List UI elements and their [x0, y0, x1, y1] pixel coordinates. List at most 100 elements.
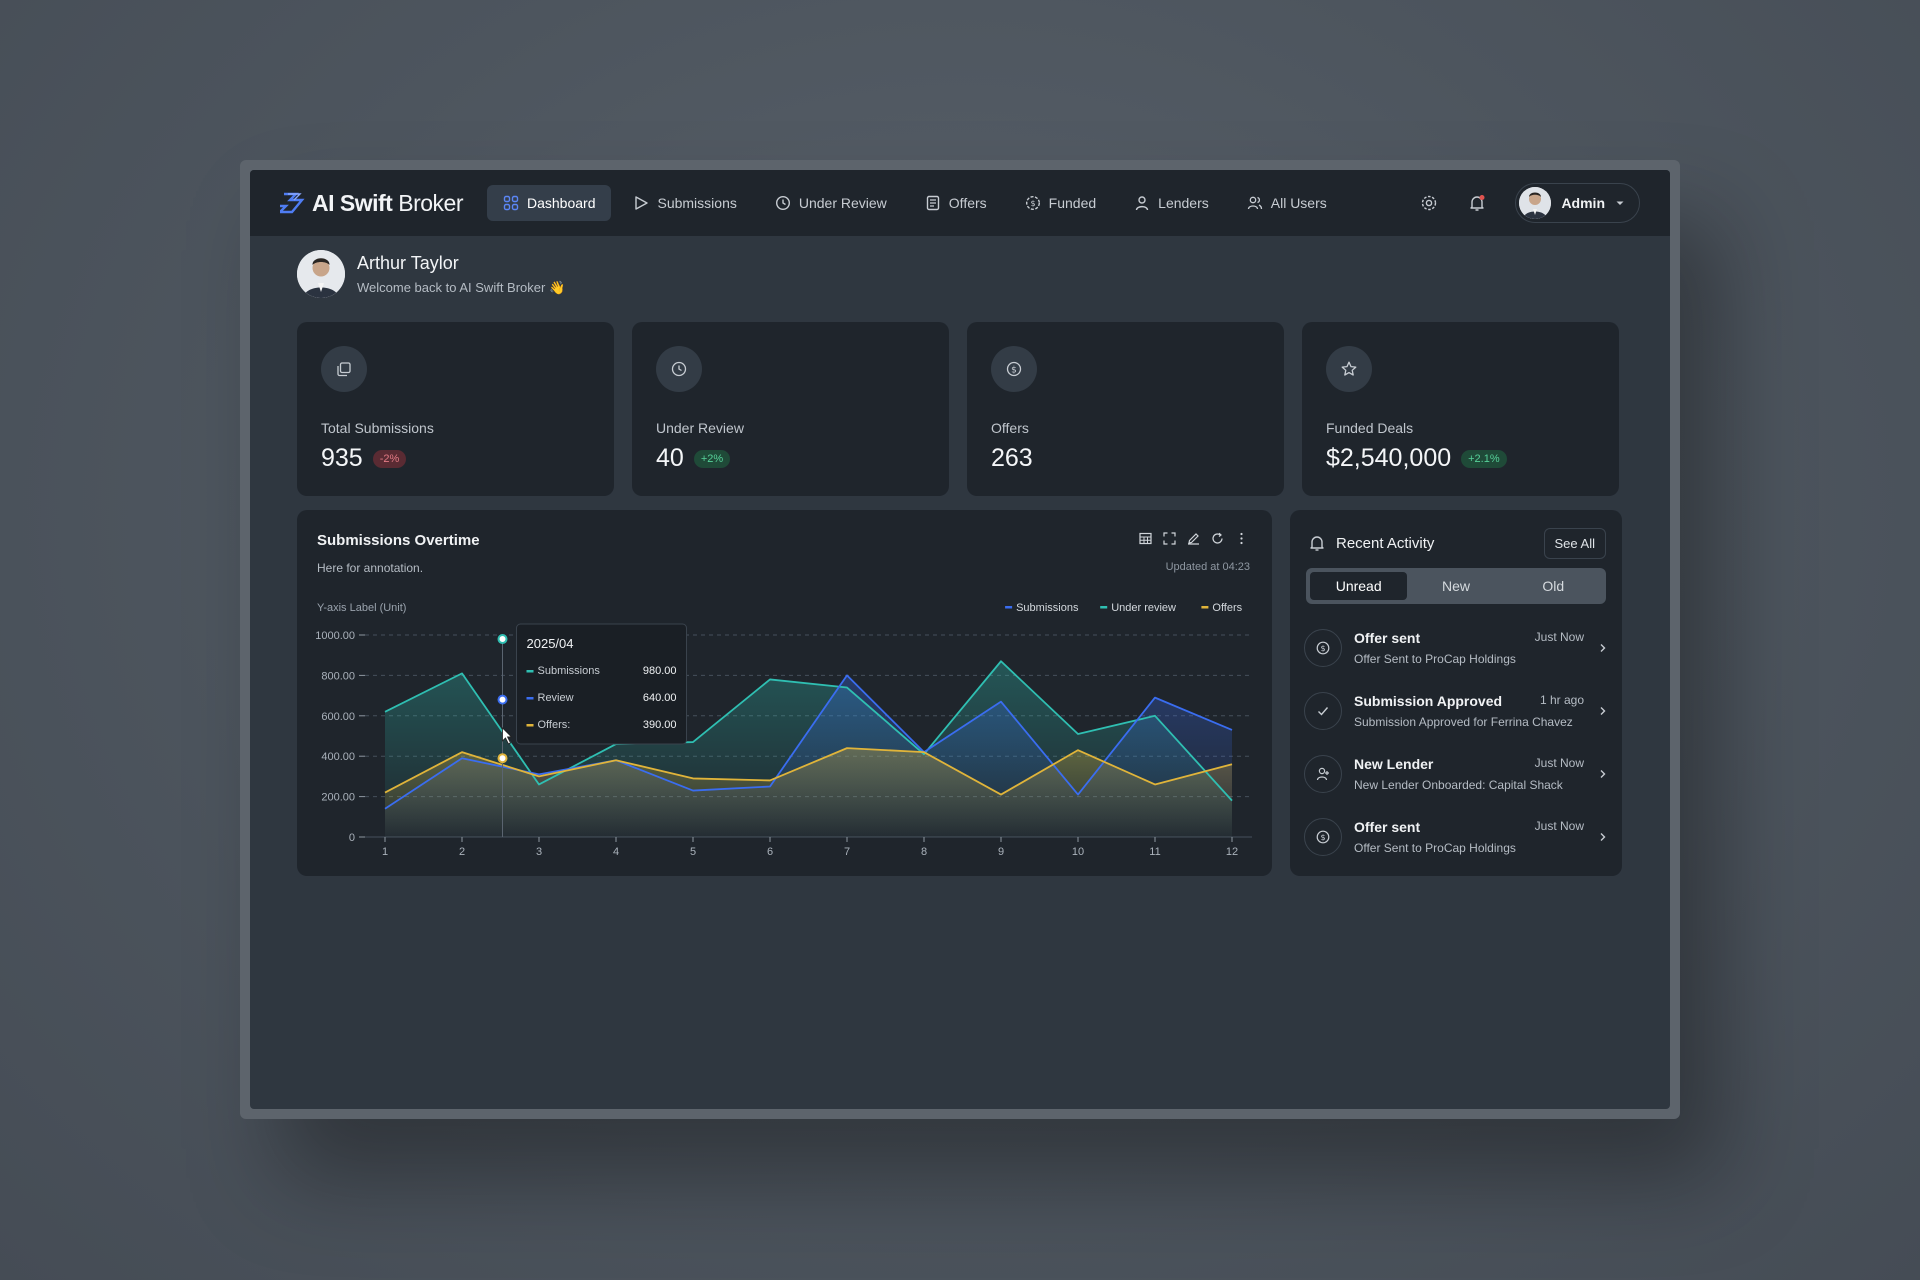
tooltip-row-label: Review [538, 692, 574, 704]
brand-name: AI Swift Broker [312, 190, 463, 217]
y-tick-label: 400.00 [321, 751, 355, 763]
more-options-button[interactable] [1234, 531, 1248, 545]
brand-name-thin-text: Broker [398, 189, 463, 216]
main-nav: Dashboard Submissions Under Review Offer… [486, 185, 1343, 221]
chart-subtitle: Here for annotation. [317, 561, 424, 575]
stat-label: Total Submissions [321, 420, 434, 436]
copy-icon [337, 362, 351, 377]
stat-card-total-submissions[interactable]: Total Submissions 935 -2% [297, 322, 614, 496]
tooltip-marker [497, 634, 508, 645]
stat-card-offers[interactable]: $ Offers 263 [967, 322, 1284, 496]
user-menu[interactable]: Admin [1515, 183, 1640, 223]
tooltip-title: 2025/04 [527, 636, 574, 651]
x-tick-label: 4 [613, 846, 619, 858]
series-line-under-review [384, 660, 1233, 802]
tooltip-row-value: 640.00 [643, 692, 677, 704]
trend-badge: +2% [693, 449, 731, 468]
x-tick-label: 12 [1226, 846, 1238, 858]
nav-item-offers[interactable]: Offers [909, 185, 1003, 221]
tab-old[interactable]: Old [1542, 578, 1565, 594]
tooltip-swatch [526, 670, 534, 673]
activity-header: Recent Activity See All [1308, 526, 1606, 560]
activity-icon-wrap: $ [1304, 817, 1342, 856]
trend-badge: -2% [372, 449, 407, 468]
brand-logo[interactable]: AI Swift Broker [280, 190, 463, 217]
users-icon [1247, 196, 1262, 210]
chart-toolbar [1138, 531, 1248, 545]
svg-text:$: $ [1320, 833, 1325, 842]
y-tick-label: 600.00 [321, 711, 355, 723]
bell-alert-icon [1470, 195, 1485, 211]
activity-body: Submission Approved 1 hr ago Submission … [1354, 693, 1588, 729]
tab-unread[interactable]: Unread [1310, 572, 1408, 600]
stat-card-under-review[interactable]: Under Review 40 +2% [632, 322, 949, 496]
trend-badge: +2.1% [1461, 449, 1507, 468]
y-tick-label: 200.00 [321, 792, 355, 804]
table-view-button[interactable] [1138, 531, 1152, 545]
chevron-right-icon [1596, 832, 1610, 842]
mouse-cursor-icon [502, 726, 513, 745]
pencil-icon [1187, 532, 1199, 545]
user-icon [1135, 196, 1149, 211]
nav-item-all-users[interactable]: All Users [1231, 185, 1343, 221]
activity-title-text: New Lender [1354, 755, 1434, 772]
list-item[interactable]: $ Offer sent Just Now Offer Sent to ProC… [1304, 805, 1610, 868]
clock-icon [671, 361, 687, 377]
annotate-button[interactable] [1186, 531, 1200, 545]
activity-icon-wrap [1304, 691, 1342, 730]
submissions-area-chart[interactable]: Y-axis Label (Unit) 1000.00 800.00 600.00 40… [297, 590, 1272, 870]
activity-body: Offer sent Just Now Offer Sent to ProCap… [1354, 819, 1588, 855]
y-axis-label: Y-axis Label (Unit) [317, 602, 406, 614]
legend-swatch [1005, 606, 1013, 609]
legend-label: Offers [1212, 602, 1242, 614]
activity-icon-wrap: $ [1304, 628, 1342, 667]
activity-row: Submission Approved 1 hr ago [1354, 693, 1588, 709]
stat-value: 40 [656, 444, 684, 472]
stat-value-row: 935 -2% [321, 444, 407, 473]
tab-new[interactable]: New [1441, 578, 1470, 594]
settings-button[interactable] [1419, 193, 1439, 213]
x-tick-label: 5 [690, 846, 696, 858]
stat-label: Offers [991, 420, 1029, 436]
list-item[interactable]: Submission Approved 1 hr ago Submission … [1304, 679, 1610, 742]
stat-value-row: $2,540,000 +2.1% [1326, 444, 1507, 473]
table-icon [1138, 532, 1152, 544]
fullscreen-button[interactable] [1162, 531, 1176, 545]
recent-activity-panel: Recent Activity See All Unread New Old $… [1290, 510, 1622, 876]
nav-item-submissions[interactable]: Submissions [617, 185, 752, 221]
stat-value: $2,540,000 [1326, 444, 1452, 472]
y-tick-label: 800.00 [321, 670, 355, 682]
nav-label: Dashboard [526, 195, 596, 211]
refresh-button[interactable] [1210, 531, 1224, 545]
tooltip-row-value: 980.00 [643, 665, 677, 677]
stat-icon-wrap [1326, 346, 1372, 392]
activity-row: New Lender Just Now [1354, 756, 1588, 772]
stat-value-row: 40 +2% [656, 444, 731, 473]
stat-icon-wrap [656, 346, 702, 392]
check-icon [1318, 706, 1329, 716]
nav-item-under-review[interactable]: Under Review [759, 185, 903, 221]
nav-item-funded[interactable]: $ Funded [1009, 185, 1112, 221]
bell-icon [1310, 536, 1324, 551]
activity-title-text: Submission Approved [1354, 692, 1503, 709]
document-icon [926, 195, 939, 211]
notifications-button[interactable] [1467, 193, 1487, 213]
nav-item-lenders[interactable]: Lenders [1118, 185, 1225, 221]
x-tick-label: 2 [459, 846, 465, 858]
nav-label: Submissions [657, 195, 737, 211]
welcome-message: Welcome back to AI Swift Broker 👋 [357, 279, 566, 295]
activity-time: Just Now [1534, 818, 1584, 833]
nav-item-dashboard[interactable]: Dashboard [486, 185, 612, 221]
list-item[interactable]: $ Offer sent Just Now Offer Sent to ProC… [1304, 616, 1610, 679]
series-area-offers [385, 748, 1232, 837]
legend-swatch [1201, 606, 1209, 609]
list-item[interactable]: New Lender Just Now New Lender Onboarded… [1304, 742, 1610, 805]
see-all-button[interactable]: See All [1543, 527, 1606, 559]
tooltip-box [516, 623, 687, 745]
activity-title: Recent Activity [1336, 534, 1435, 552]
x-tick-label: 1 [382, 846, 388, 858]
y-tick-label: 1000.00 [315, 630, 355, 642]
stat-card-funded-deals[interactable]: Funded Deals $2,540,000 +2.1% [1302, 322, 1619, 496]
activity-title-text: Offer sent [1354, 629, 1421, 646]
legend-label: Submissions [1016, 602, 1079, 614]
